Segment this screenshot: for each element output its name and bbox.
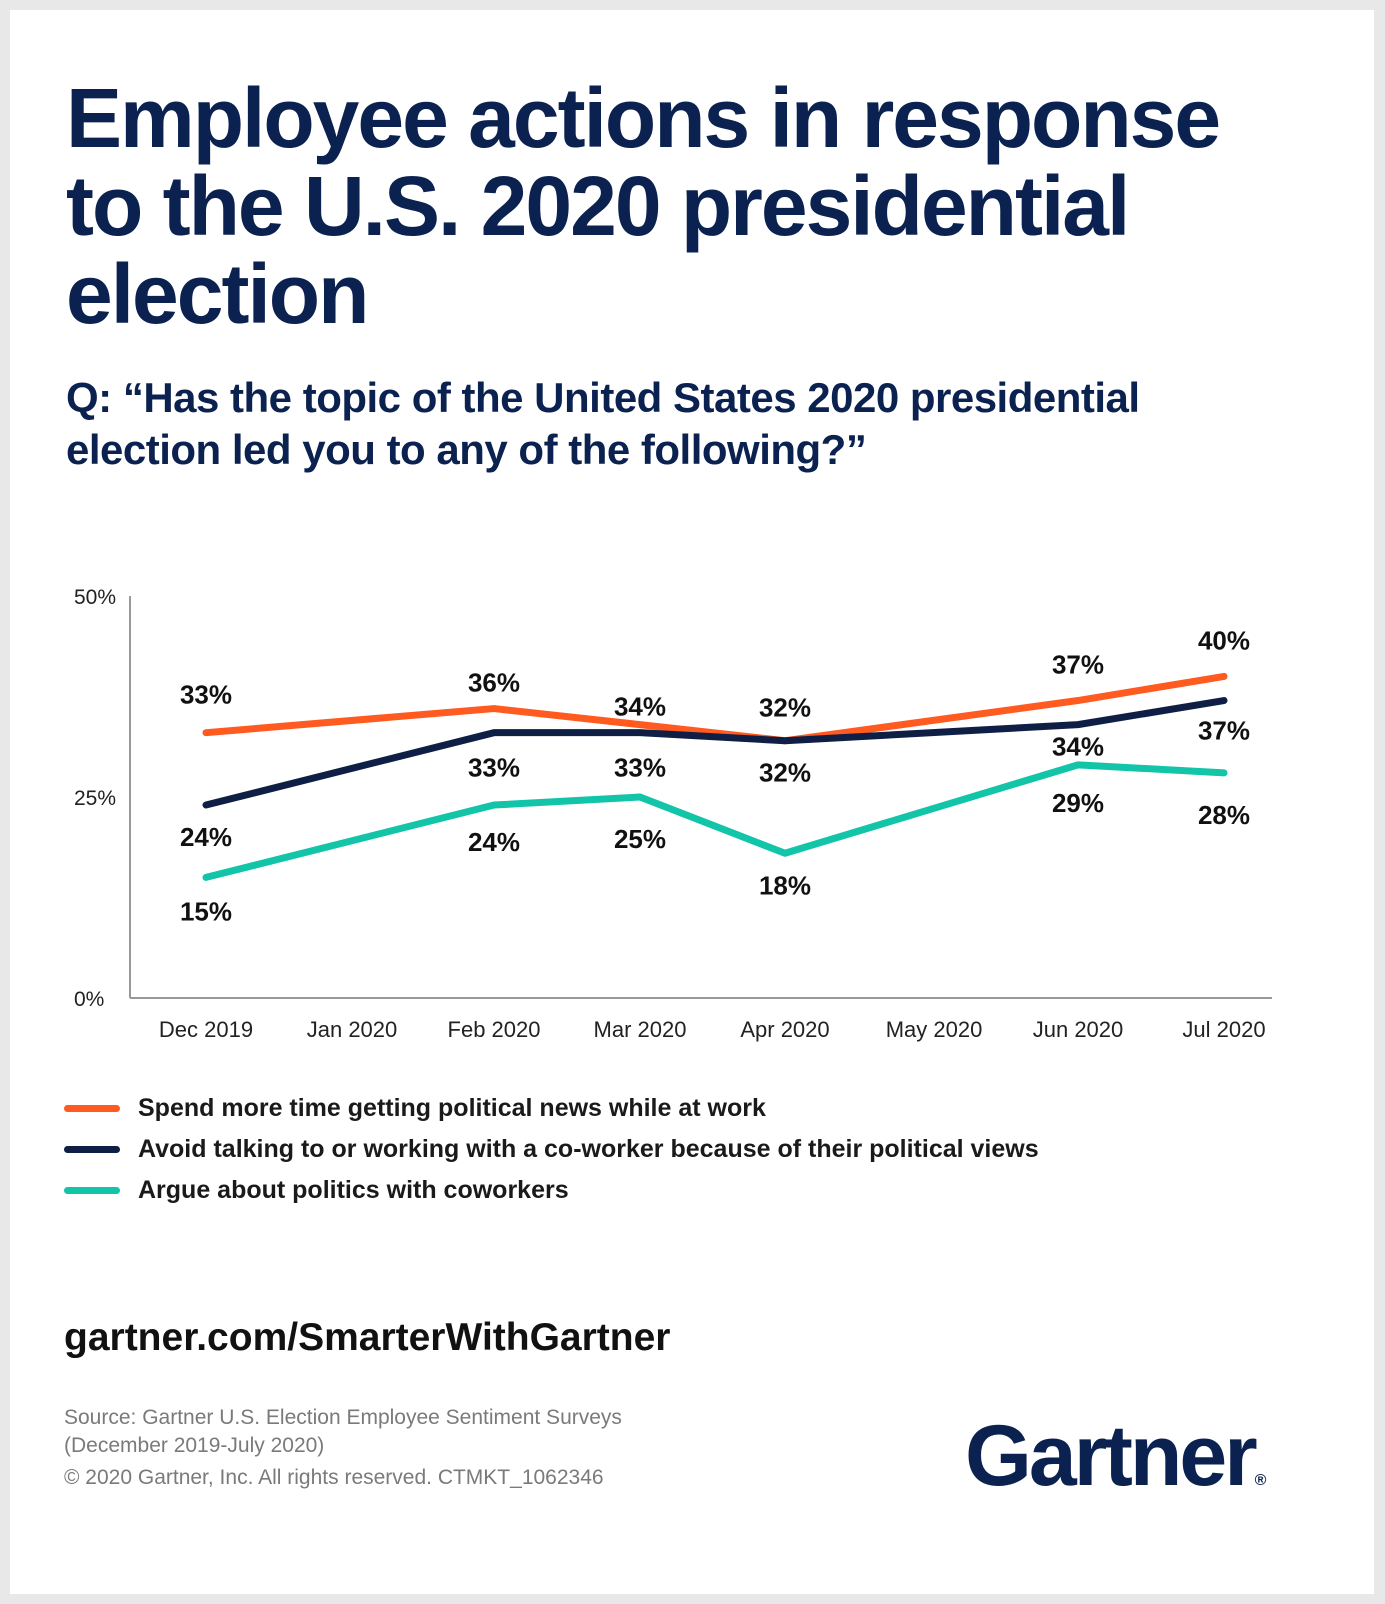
legend-label-argue: Argue about politics with coworkers bbox=[138, 1176, 569, 1204]
y-tick-label: 25% bbox=[74, 787, 116, 810]
data-label: 18% bbox=[759, 870, 811, 900]
data-label: 34% bbox=[614, 692, 666, 722]
y-tick-label: 50% bbox=[74, 586, 116, 609]
legend-item-avoid: Avoid talking to or working with a co-wo… bbox=[64, 1129, 1039, 1170]
data-label: 24% bbox=[180, 822, 232, 852]
x-tick-label: Feb 2020 bbox=[448, 1017, 541, 1042]
source-note: Source: Gartner U.S. Election Employee S… bbox=[64, 1404, 622, 1460]
data-label: 33% bbox=[468, 753, 520, 783]
survey-question: Q: “Has the topic of the United States 2… bbox=[66, 374, 1140, 473]
copyright-note: © 2020 Gartner, Inc. All rights reserved… bbox=[64, 1466, 604, 1489]
x-tick-label: Jun 2020 bbox=[1033, 1017, 1124, 1042]
source-line-2: (December 2019-July 2020) bbox=[64, 1434, 325, 1457]
website-url: gartner.com/SmarterWithGartner bbox=[64, 1316, 671, 1359]
data-label: 33% bbox=[180, 680, 232, 710]
data-label: 36% bbox=[468, 668, 520, 698]
series-line-0 bbox=[202, 672, 1228, 745]
legend-swatch-avoid bbox=[64, 1146, 120, 1153]
legend-label-avoid: Avoid talking to or working with a co-wo… bbox=[138, 1135, 1039, 1163]
chart-legend: Spend more time getting political news w… bbox=[64, 1088, 1039, 1211]
x-tick-label: May 2020 bbox=[886, 1017, 983, 1042]
gartner-logo: Gartner® bbox=[965, 1406, 1266, 1531]
registered-mark: ® bbox=[1254, 1472, 1267, 1489]
series-line-2 bbox=[202, 761, 1228, 881]
infographic-card bbox=[10, 10, 1374, 1594]
data-label: 40% bbox=[1198, 625, 1250, 655]
x-tick-label: Mar 2020 bbox=[594, 1017, 687, 1042]
x-tick-label: Jul 2020 bbox=[1182, 1017, 1265, 1042]
legend-swatch-news bbox=[64, 1105, 120, 1112]
x-tick-label: Apr 2020 bbox=[740, 1017, 829, 1042]
logo-text: Gartner bbox=[965, 1408, 1258, 1504]
data-label: 32% bbox=[759, 693, 811, 723]
y-tick-label: 0% bbox=[74, 988, 104, 1011]
data-label: 37% bbox=[1052, 650, 1104, 680]
data-label: 37% bbox=[1198, 716, 1250, 746]
data-label: 28% bbox=[1198, 800, 1250, 830]
x-tick-label: Dec 2019 bbox=[159, 1017, 253, 1042]
data-label: 25% bbox=[614, 824, 666, 854]
data-label: 33% bbox=[614, 753, 666, 783]
legend-item-news: Spend more time getting political news w… bbox=[64, 1088, 1039, 1129]
data-label: 15% bbox=[180, 896, 232, 926]
source-line-1: Source: Gartner U.S. Election Employee S… bbox=[64, 1406, 622, 1429]
legend-label-news: Spend more time getting political news w… bbox=[138, 1094, 766, 1122]
data-label: 29% bbox=[1052, 788, 1104, 818]
data-label: 34% bbox=[1052, 732, 1104, 762]
page-title: Employee actions in response to the U.S.… bbox=[66, 71, 1221, 341]
legend-swatch-argue bbox=[64, 1187, 120, 1194]
legend-item-argue: Argue about politics with coworkers bbox=[64, 1170, 1039, 1211]
data-label: 32% bbox=[759, 758, 811, 788]
x-tick-label: Jan 2020 bbox=[307, 1017, 398, 1042]
series-line-1 bbox=[202, 697, 1228, 809]
data-label: 24% bbox=[468, 827, 520, 857]
